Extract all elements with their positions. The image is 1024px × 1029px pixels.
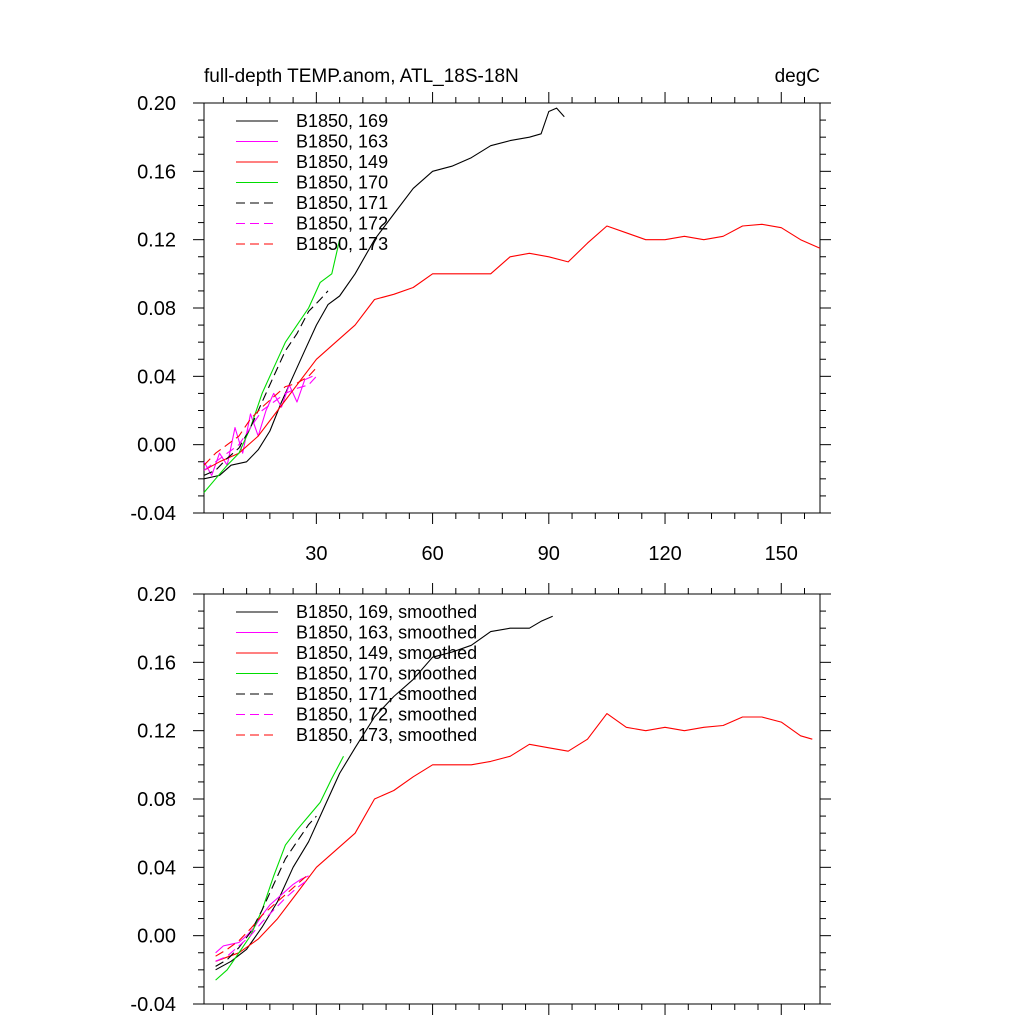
y-tick-label: 0.00 [137,435,176,457]
legend-label: B1850, 169 [296,111,388,131]
y-tick-label: -0.04 [130,994,176,1016]
legend-label: B1850, 172 [296,214,388,234]
series-line [215,875,309,954]
y-tick-label: 0.04 [137,857,176,879]
series-line [203,223,821,471]
unit-label: degC [775,66,820,87]
y-tick-label: 0.16 [137,652,176,674]
legend-label: B1850, 163 [296,132,388,152]
y-tick-label: 0.12 [137,230,176,252]
y-tick-label: 0.20 [137,93,176,115]
series-line [215,873,309,957]
legend-label: B1850, 149, smoothed [296,643,477,663]
chart-title: full-depth TEMP.anom, ATL_18S-18N [204,66,519,87]
series-line [215,713,813,962]
series-line [203,290,329,476]
series-line [203,107,565,480]
legend-label: B1850, 169, smoothed [296,602,477,622]
series-line [203,375,313,476]
y-tick-label: 0.08 [137,298,176,320]
legend-label: B1850, 170, smoothed [296,664,477,684]
legend-label: B1850, 163, smoothed [296,623,477,643]
series-line [203,375,317,471]
legend-label: B1850, 149 [296,152,388,172]
x-tick-label: 60 [421,543,443,565]
legend-label: B1850, 172, smoothed [296,705,477,725]
x-tick-label: 150 [765,543,798,565]
x-tick-label: 90 [538,543,560,565]
y-tick-label: 0.04 [137,366,176,388]
series-line [215,878,309,962]
y-tick-label: 0.12 [137,721,176,743]
legend-label: B1850, 170 [296,173,388,193]
legend-label: B1850, 171 [296,193,388,213]
series-line [215,756,344,981]
legend-label: B1850, 173 [296,234,388,254]
y-tick-label: 0.20 [137,584,176,606]
legend-label: B1850, 171, smoothed [296,684,477,704]
y-tick-label: -0.04 [130,503,176,525]
legend-label: B1850, 173, smoothed [296,725,477,745]
y-tick-label: 0.16 [137,161,176,183]
bottom-panel: -0.04 0.00 0.04 0.08 0.12 0.16 0.20 B1850, 169,… [130,583,831,1016]
top-panel: -0.04 0.00 0.04 0.08 0.12 0.16 0.20 30 60 90 120 15… [130,92,831,565]
x-tick-label: 120 [648,543,681,565]
y-tick-label: 0.08 [137,789,176,811]
series-line [215,815,317,967]
series-line [203,367,317,466]
series-line [215,615,553,971]
x-tick-label: 30 [305,543,327,565]
y-tick-label: 0.00 [137,926,176,948]
series-line [203,239,341,493]
